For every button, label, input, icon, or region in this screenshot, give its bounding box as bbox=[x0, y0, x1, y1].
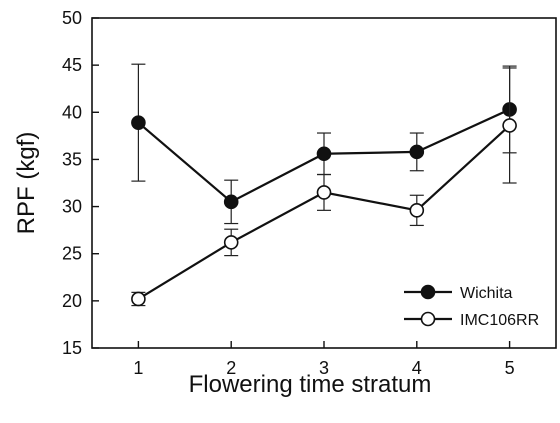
x-axis-title: Flowering time stratum bbox=[189, 371, 432, 398]
legend-label: Wichita bbox=[460, 285, 513, 302]
y-tick-label: 25 bbox=[62, 244, 82, 264]
legend: Wichita IMC106RR bbox=[404, 284, 539, 329]
data-point bbox=[223, 194, 239, 210]
y-tick-label: 20 bbox=[62, 291, 82, 311]
data-point bbox=[409, 144, 425, 160]
data-point bbox=[502, 118, 517, 133]
x-tick-label: 2 bbox=[226, 358, 236, 378]
data-point bbox=[131, 291, 146, 307]
x-tick-label: 1 bbox=[133, 358, 143, 378]
data-point bbox=[131, 115, 146, 130]
x-tick-label: 4 bbox=[412, 358, 422, 378]
y-axis-title: RPF (kgf) bbox=[13, 132, 40, 235]
y-tick-label: 40 bbox=[62, 102, 82, 122]
y-tick-label: 50 bbox=[62, 8, 82, 28]
legend-marker bbox=[420, 311, 436, 327]
y-axis-ticks: 15 20 25 30 35 40 45 50 bbox=[62, 8, 99, 358]
x-tick-label: 5 bbox=[505, 358, 515, 378]
data-point bbox=[316, 185, 332, 200]
y-tick-label: 35 bbox=[62, 149, 82, 169]
data-point bbox=[316, 146, 332, 162]
y-tick-label: 45 bbox=[62, 55, 82, 75]
x-axis-ticks: 1 2 3 4 5 bbox=[133, 341, 515, 378]
y-tick-label: 15 bbox=[62, 338, 82, 358]
legend-marker bbox=[420, 284, 436, 300]
data-point bbox=[409, 203, 425, 218]
series-imc106rr bbox=[131, 67, 517, 307]
series-layer bbox=[131, 63, 517, 307]
y-tick-label: 30 bbox=[62, 197, 82, 217]
x-tick-label: 3 bbox=[319, 358, 329, 378]
data-point bbox=[223, 235, 239, 250]
legend-label: IMC106RR bbox=[460, 312, 539, 329]
